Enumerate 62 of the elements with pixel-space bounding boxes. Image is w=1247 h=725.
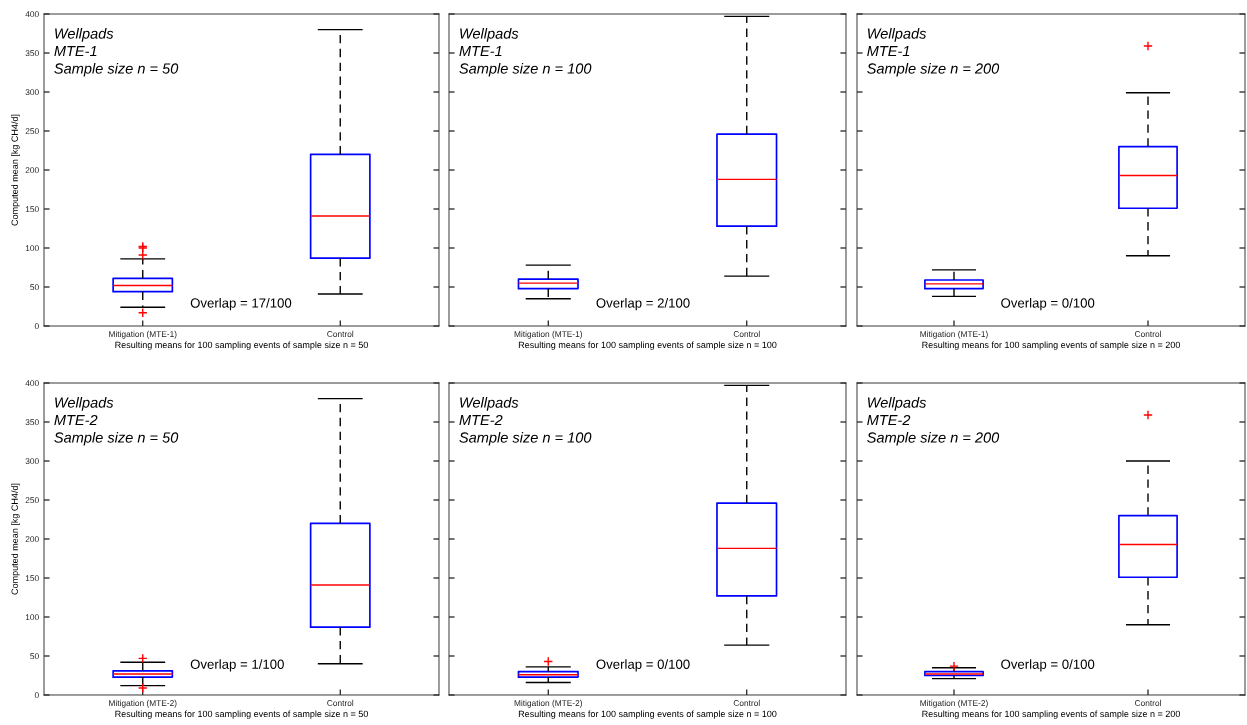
x-tick-label: Control (327, 330, 354, 337)
annotation: Sample size n = 50 (54, 431, 179, 446)
annotation: Wellpads (867, 397, 927, 411)
annotation: Overlap = 2/100 (596, 298, 690, 311)
annotation: Overlap = 1/100 (190, 659, 284, 672)
x-tick-label: Control (733, 699, 760, 706)
annotation: Overlap = 17/100 (190, 298, 292, 311)
x-tick-label: Mitigation (MTE-2) (920, 699, 988, 708)
annotation: Wellpads (460, 28, 519, 42)
annotation: Overlap = 0/100 (1001, 298, 1095, 311)
y-tick-label: 100 (25, 614, 39, 621)
y-tick-label: 350 (25, 50, 39, 57)
y-tick-label: 50 (30, 653, 39, 660)
y-tick-label: 300 (25, 89, 39, 96)
y-tick-label: 200 (25, 167, 39, 174)
x-tick-label: Control (327, 699, 354, 706)
x-tick-label: Control (733, 330, 760, 337)
annotation: MTE-2 (54, 414, 98, 426)
y-tick-label: 0 (34, 692, 39, 699)
annotation: Sample size n = 200 (867, 431, 1000, 446)
x-tick-label: Mitigation (MTE-1) (109, 330, 177, 339)
x-tick-label: Control (1134, 699, 1161, 706)
annotation: Wellpads (460, 397, 519, 411)
x-axis-title: Resulting means for 100 sampling events of sample size n = 200 (922, 710, 1180, 719)
annotation: Sample size n = 100 (459, 62, 592, 77)
y-tick-label: 400 (25, 380, 39, 387)
x-axis-title: Resulting means for 100 sampling events of sample size n = 50 (115, 710, 368, 719)
y-tick-label: 250 (25, 497, 39, 504)
annotation: Overlap = 0/100 (1001, 659, 1095, 672)
y-tick-label: 100 (25, 245, 39, 252)
x-axis-title: Resulting means for 100 sampling events of sample size n = 100 (518, 710, 777, 719)
annotation: MTE-1 (459, 46, 502, 57)
x-tick-label: Mitigation (MTE-2) (514, 699, 582, 708)
x-axis-title: Resulting means for 100 sampling events of sample size n = 200 (922, 341, 1180, 350)
annotation: Sample size n = 50 (54, 62, 179, 77)
y-tick-label: 150 (25, 206, 39, 213)
y-axis-title: Computed mean [kg CH4/d] (11, 483, 20, 595)
annotation: MTE-2 (459, 414, 503, 426)
annotation: MTE-1 (867, 46, 910, 57)
y-tick-label: 50 (30, 284, 39, 291)
annotation: MTE-1 (54, 46, 97, 57)
y-tick-label: 300 (25, 458, 39, 465)
annotation: Sample size n = 200 (867, 62, 1000, 77)
x-axis-title: Resulting means for 100 sampling events of sample size n = 100 (518, 341, 777, 350)
annotation: Wellpads (55, 28, 114, 42)
annotation: Sample size n = 100 (459, 431, 592, 446)
x-tick-label: Mitigation (MTE-1) (920, 330, 988, 339)
x-tick-label: Mitigation (MTE-2) (109, 699, 177, 708)
x-axis-title: Resulting means for 100 sampling events of sample size n = 50 (115, 341, 368, 350)
x-tick-label: Control (1134, 330, 1161, 337)
annotation: MTE-2 (867, 414, 911, 426)
y-tick-label: 150 (25, 575, 39, 582)
y-tick-label: 0 (34, 323, 39, 330)
y-tick-label: 200 (25, 536, 39, 543)
annotation: Overlap = 0/100 (596, 659, 690, 672)
y-tick-label: 400 (25, 11, 39, 18)
x-tick-label: Mitigation (MTE-1) (514, 330, 582, 339)
y-axis-title: Computed mean [kg CH4/d] (11, 114, 20, 226)
y-tick-label: 250 (25, 128, 39, 135)
annotation: Wellpads (867, 28, 927, 42)
y-tick-label: 350 (25, 419, 39, 426)
annotation: Wellpads (55, 397, 114, 411)
